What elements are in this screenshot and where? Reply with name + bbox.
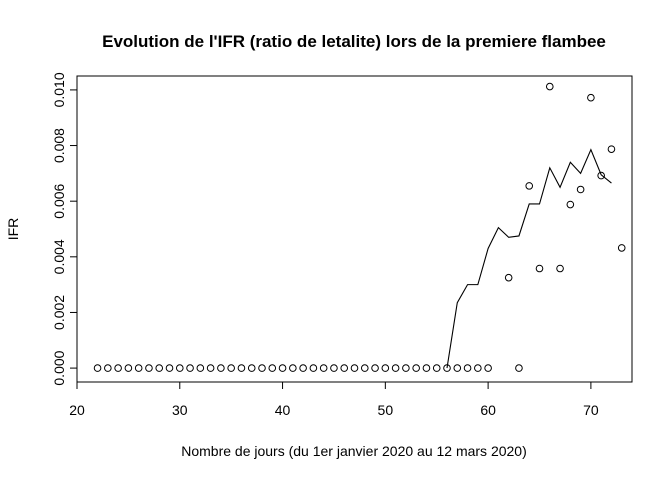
data-point	[124, 364, 133, 372]
x-axis: 20 30 40 50 60 70	[69, 382, 599, 418]
data-point	[556, 264, 564, 273]
data-point	[474, 364, 482, 372]
data-point	[237, 364, 246, 372]
data-point	[93, 364, 102, 372]
data-point	[617, 244, 626, 252]
data-point	[412, 364, 420, 372]
plot-layer	[93, 82, 626, 372]
x-tick-label: 60	[480, 402, 496, 418]
y-tick-label: 0.004	[51, 239, 67, 274]
x-tick-label: 40	[275, 402, 291, 418]
data-point	[340, 364, 349, 372]
y-axis: 0.000 0.002 0.004 0.006 0.008 0.010	[51, 72, 77, 386]
trend-line	[446, 148, 612, 369]
data-point	[196, 364, 205, 372]
data-point	[463, 364, 472, 372]
y-tick-label: 0.008	[51, 128, 67, 163]
data-point	[186, 364, 194, 372]
data-point	[607, 145, 616, 153]
data-point	[114, 364, 122, 372]
x-tick-label: 70	[583, 402, 599, 418]
y-tick-label: 0.010	[51, 72, 67, 107]
data-point	[422, 364, 431, 372]
data-point	[360, 364, 369, 372]
data-point	[545, 82, 554, 91]
data-point	[576, 185, 585, 194]
data-point	[104, 364, 112, 372]
data-point	[350, 364, 359, 372]
data-point	[371, 364, 379, 372]
data-point	[134, 364, 143, 372]
data-point	[206, 364, 215, 372]
data-point	[299, 364, 307, 372]
data-point	[391, 364, 400, 372]
data-point	[289, 364, 297, 372]
data-point	[227, 364, 235, 372]
data-point	[504, 273, 513, 282]
x-tick-label: 20	[69, 402, 85, 418]
data-point	[155, 364, 164, 372]
y-tick-label: 0.006	[51, 183, 67, 218]
data-point	[330, 364, 338, 372]
chart-title: Evolution de l'IFR (ratio de letalite) l…	[102, 32, 606, 51]
y-tick-label: 0.000	[51, 350, 67, 385]
data-point	[145, 364, 153, 372]
data-point	[268, 364, 277, 372]
data-point	[525, 182, 534, 190]
data-point	[217, 364, 225, 372]
data-point	[432, 364, 441, 372]
y-axis-label: IFR	[5, 218, 21, 241]
data-point	[319, 364, 328, 372]
data-point	[278, 364, 287, 372]
data-point	[402, 364, 410, 372]
data-point	[515, 364, 523, 372]
data-point	[309, 364, 318, 372]
y-tick-label: 0.002	[51, 295, 67, 330]
data-point	[566, 200, 575, 209]
data-point	[587, 93, 595, 102]
data-point	[453, 364, 462, 372]
data-point	[175, 364, 184, 372]
x-tick-label: 50	[378, 402, 394, 418]
data-point	[484, 364, 492, 372]
data-point	[247, 364, 256, 372]
data-point	[165, 364, 174, 372]
plot-box	[76, 75, 633, 383]
data-point	[535, 264, 544, 273]
x-axis-label: Nombre de jours (du 1er janvier 2020 au …	[181, 443, 527, 459]
data-point	[381, 364, 390, 372]
data-point	[258, 364, 266, 372]
x-tick-label: 30	[172, 402, 188, 418]
data-point	[597, 171, 605, 180]
